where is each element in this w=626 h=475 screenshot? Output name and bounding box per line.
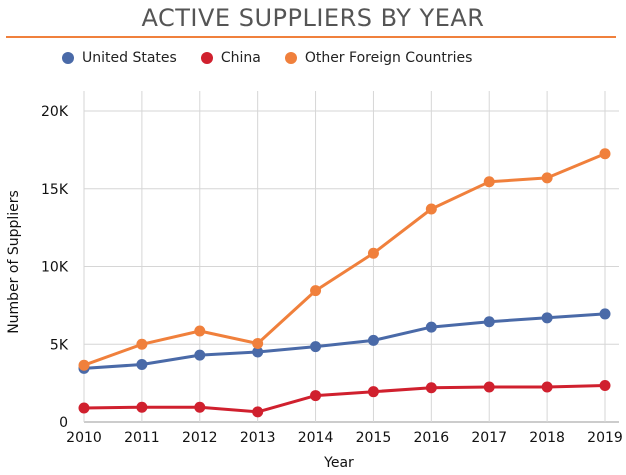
data-point-china[interactable] — [425, 382, 437, 394]
data-point-united-states[interactable] — [425, 321, 437, 333]
y-tick-label: 0 — [59, 415, 68, 431]
data-point-china[interactable] — [541, 381, 553, 393]
legend-marker-china — [200, 52, 213, 64]
x-tick-label: 2011 — [124, 430, 160, 446]
y-tick-label: 5K — [50, 337, 69, 353]
data-point-united-states[interactable] — [136, 358, 148, 370]
x-tick-label: 2010 — [66, 430, 102, 446]
legend-item-china[interactable]: China — [200, 50, 261, 66]
x-axis-title: Year — [323, 455, 354, 471]
title-underline — [6, 36, 616, 38]
x-tick-label: 2019 — [587, 430, 623, 446]
data-point-united-states[interactable] — [483, 316, 495, 328]
data-point-united-states[interactable] — [252, 346, 264, 358]
data-point-other-foreign-countries[interactable] — [78, 359, 90, 371]
gridlines — [83, 91, 619, 423]
data-point-united-states[interactable] — [194, 349, 206, 361]
data-point-other-foreign-countries[interactable] — [483, 176, 495, 188]
y-axis-title: Number of Suppliers — [6, 190, 22, 334]
x-tick-label: 2018 — [529, 430, 565, 446]
legend-item-united-states[interactable]: United States — [62, 50, 177, 66]
legend: United States China Other Foreign Countr… — [62, 48, 496, 68]
data-point-china[interactable] — [310, 390, 322, 402]
data-point-china[interactable] — [194, 401, 206, 413]
data-point-other-foreign-countries[interactable] — [599, 148, 611, 160]
x-tick-label: 2012 — [182, 430, 218, 446]
series-lines — [78, 148, 611, 418]
series-line-united-states — [83, 312, 606, 370]
data-point-other-foreign-countries[interactable] — [541, 172, 553, 184]
legend-marker-united-states — [62, 52, 74, 64]
data-point-other-foreign-countries[interactable] — [367, 247, 379, 259]
x-tick-label: 2015 — [356, 430, 392, 446]
data-point-united-states[interactable] — [310, 341, 322, 353]
series-line-china — [83, 384, 606, 414]
data-point-united-states[interactable] — [367, 334, 379, 346]
data-point-china[interactable] — [483, 381, 495, 393]
data-point-other-foreign-countries[interactable] — [136, 338, 148, 350]
legend-marker-other-foreign-countries — [284, 52, 297, 64]
x-tick-label: 2013 — [240, 430, 276, 446]
data-point-other-foreign-countries[interactable] — [310, 285, 322, 297]
data-point-other-foreign-countries[interactable] — [252, 337, 264, 349]
chart-title: ACTIVE SUPPLIERS BY YEAR — [141, 4, 485, 32]
data-point-china[interactable] — [367, 386, 379, 398]
legend-item-other-foreign-countries[interactable]: Other Foreign Countries — [284, 50, 473, 66]
data-point-china[interactable] — [136, 401, 148, 413]
data-point-china[interactable] — [78, 402, 90, 414]
series-line-other-foreign-countries — [83, 152, 606, 367]
x-tick-label: 2014 — [298, 430, 334, 446]
data-point-other-foreign-countries[interactable] — [425, 203, 437, 215]
legend-label-other-foreign-countries: Other Foreign Countries — [304, 50, 473, 66]
data-point-united-states[interactable] — [599, 308, 611, 320]
data-point-united-states[interactable] — [541, 312, 553, 324]
data-point-other-foreign-countries[interactable] — [194, 325, 206, 337]
y-tick-label: 20K — [41, 104, 69, 120]
legend-label-china: China — [220, 50, 261, 66]
x-tick-label: 2017 — [471, 430, 507, 446]
data-point-china[interactable] — [252, 406, 264, 418]
legend-label-united-states: United States — [82, 50, 177, 66]
y-tick-label: 15K — [41, 182, 69, 198]
x-tick-label: 2016 — [414, 430, 450, 446]
y-axis-ticks: 0 5K 10K 15K 20K — [41, 104, 69, 431]
y-tick-label: 10K — [41, 260, 69, 276]
x-axis-ticks: 2010 2011 2012 2013 2014 2015 2016 2017 2018 2019 — [66, 430, 623, 446]
data-point-china[interactable] — [599, 379, 611, 391]
